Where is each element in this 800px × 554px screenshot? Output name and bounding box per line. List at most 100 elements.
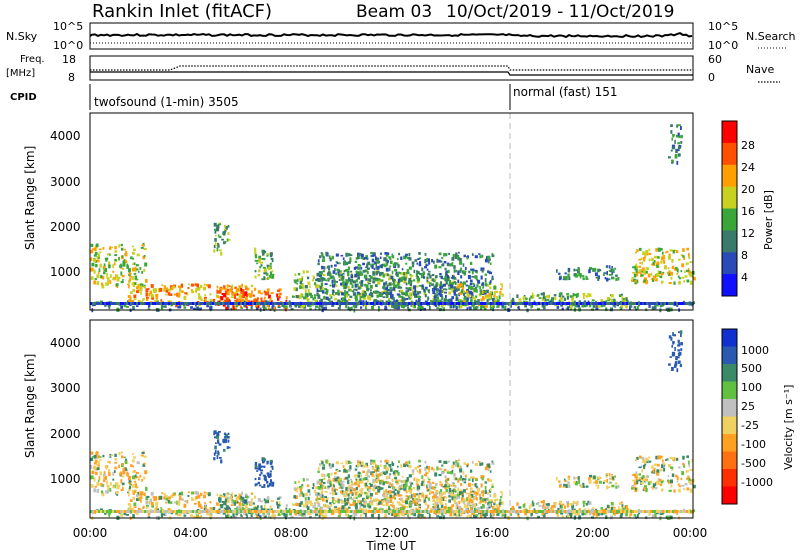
data-cell xyxy=(107,277,110,282)
data-cell xyxy=(196,515,199,519)
data-cell xyxy=(482,285,484,289)
data-cell xyxy=(264,479,268,482)
data-cell xyxy=(115,491,119,495)
data-cell xyxy=(367,490,371,493)
data-cell xyxy=(360,283,364,287)
data-cell xyxy=(351,290,355,293)
data-cell xyxy=(466,290,469,293)
data-cell xyxy=(362,503,366,508)
data-cell xyxy=(366,280,369,284)
data-cell xyxy=(354,468,358,471)
data-cell xyxy=(160,507,163,510)
data-cell xyxy=(256,259,259,262)
ground-band-cell xyxy=(590,302,592,305)
station-title: Rankin Inlet (fitACF) xyxy=(92,1,272,22)
data-cell xyxy=(93,477,96,482)
data-cell xyxy=(303,504,307,508)
data-cell xyxy=(97,460,100,465)
ground-band-cell xyxy=(406,302,408,305)
data-cell xyxy=(450,492,454,497)
data-cell xyxy=(344,498,346,503)
data-cell xyxy=(376,478,379,482)
data-cell xyxy=(246,515,248,518)
data-cell xyxy=(139,285,143,288)
data-cell xyxy=(650,272,653,276)
data-cell xyxy=(433,260,435,264)
ground-band-cell xyxy=(336,302,338,305)
data-cell xyxy=(254,259,258,262)
data-cell xyxy=(678,258,681,261)
data-cell xyxy=(670,276,673,280)
data-cell xyxy=(579,276,582,279)
ground-band-cell xyxy=(558,302,560,305)
data-cell xyxy=(471,483,475,486)
data-cell xyxy=(105,475,107,480)
data-cell xyxy=(331,487,334,492)
data-cell xyxy=(314,282,317,286)
ground-band-cell xyxy=(382,302,384,305)
data-cell xyxy=(494,291,496,296)
data-cell xyxy=(123,466,126,470)
data-cell xyxy=(293,487,297,491)
data-cell xyxy=(467,503,470,506)
data-cell xyxy=(212,506,216,510)
data-cell xyxy=(458,258,462,261)
data-cell xyxy=(344,508,348,511)
data-cell xyxy=(90,250,94,254)
data-cell xyxy=(325,289,329,293)
data-cell xyxy=(475,295,478,298)
data-cell xyxy=(242,499,245,503)
data-cell xyxy=(365,486,368,489)
data-cell xyxy=(215,242,217,247)
data-cell xyxy=(501,285,504,288)
data-cell xyxy=(688,460,690,465)
data-cell xyxy=(559,504,562,508)
data-cell xyxy=(403,255,406,260)
data-cell xyxy=(347,272,350,277)
data-cell xyxy=(154,300,157,304)
data-cell xyxy=(469,505,473,507)
ground-band-cell xyxy=(218,302,220,305)
data-cell xyxy=(151,505,155,508)
data-cell xyxy=(661,256,664,261)
data-cell xyxy=(426,258,429,261)
data-cell xyxy=(93,247,97,251)
ground-band-cell xyxy=(340,302,342,305)
data-cell xyxy=(431,486,435,490)
data-cell xyxy=(517,513,520,518)
cpid-mode-1: twofsound (1-min) 3505 xyxy=(94,95,239,109)
data-cell xyxy=(464,270,467,273)
data-cell xyxy=(405,253,409,256)
data-cell xyxy=(654,513,657,518)
data-cell xyxy=(511,506,515,511)
ground-band-cell xyxy=(604,302,606,305)
data-cell xyxy=(583,508,587,511)
data-cell xyxy=(190,306,193,309)
data-cell xyxy=(323,295,326,300)
data-cell xyxy=(664,459,667,461)
data-cell xyxy=(389,465,392,468)
data-cell xyxy=(459,477,462,481)
data-cell xyxy=(365,513,367,518)
data-cell xyxy=(657,455,661,460)
data-cell xyxy=(378,501,382,505)
ground-band-cell xyxy=(140,302,142,305)
data-cell xyxy=(671,344,673,348)
data-cell xyxy=(258,466,261,471)
data-cell xyxy=(145,496,149,501)
data-cell xyxy=(625,505,628,509)
data-cell xyxy=(537,307,540,310)
data-cell xyxy=(266,273,269,276)
data-cell xyxy=(267,485,270,487)
data-cell xyxy=(388,485,392,489)
data-cell xyxy=(468,270,471,274)
data-cell xyxy=(227,499,230,504)
ground-band-cell xyxy=(380,302,382,305)
data-cell xyxy=(203,286,206,291)
data-cell xyxy=(376,502,379,506)
data-cell xyxy=(479,493,481,498)
data-cell xyxy=(439,489,443,492)
data-cell xyxy=(259,473,262,477)
data-cell xyxy=(321,305,324,309)
data-cell xyxy=(236,501,239,504)
